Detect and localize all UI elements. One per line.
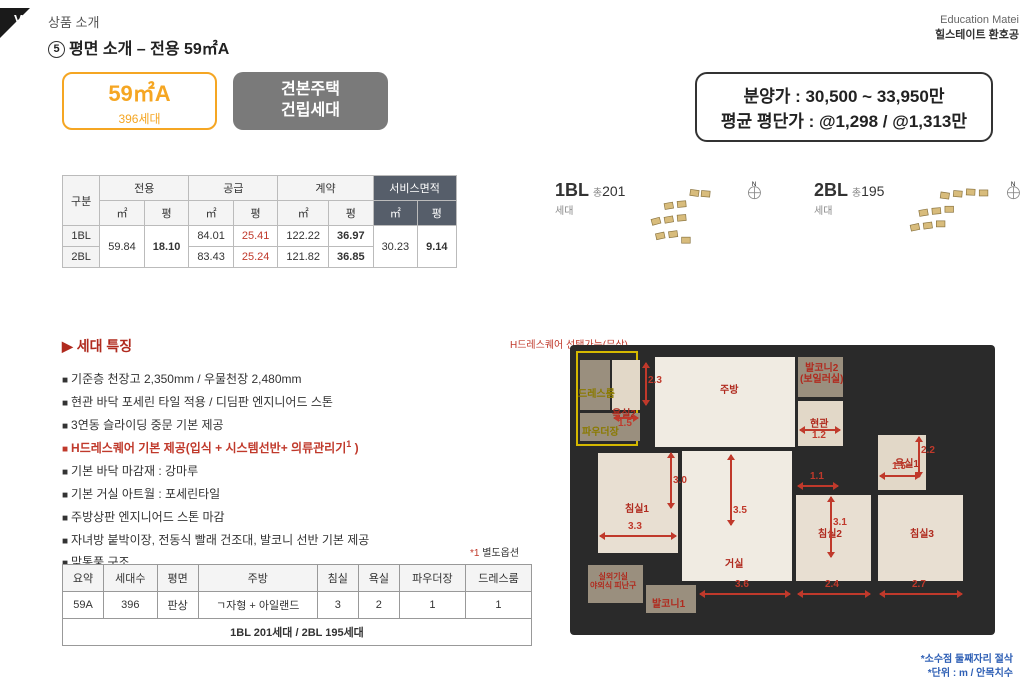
summary-merged-row: 1BL 201세대 / 2BL 195세대 [63,619,532,646]
section-number-icon: 5 [48,41,65,58]
svg-text:N: N [752,182,756,188]
footnote: *1 별도옵션 [470,544,519,559]
page-title: 5평면 소개 – 전용 59㎡A [48,35,229,59]
sitemap-2bl-icon [902,180,996,260]
page-header: 상품 소개 5평면 소개 – 전용 59㎡A [48,12,229,59]
room-kitchen [655,357,795,447]
feature-item: 주방상판 엔지니어드 스톤 마감 [62,506,369,529]
feature-item-highlight: H드레스퀘어 기본 제공(입식 + 시스템선반+ 의류관리기1 ) [62,436,369,460]
site-block-2bl: 2BL 총195 세대 N [814,180,1023,260]
site-map-row: 1BL 총201 세대 N 2BL 총195 세대 N [555,180,1023,260]
section-chevron-icon: V [0,8,30,38]
table-row: 1BL 59.84 18.10 84.01 25.41 122.22 36.97… [63,226,457,247]
features-list: 기준층 천장고 2,350mm / 우물천장 2,480mm 현관 바닥 포세린… [62,368,369,574]
floor-plan: 드레스룸 욕실2 파우더장 주방 발코니2 (보일러실) 현관 욕실1 침실1 … [570,345,995,635]
sitemap-1bl-icon [643,180,737,260]
room-bath2 [612,360,640,410]
feature-item: 자녀방 붙박이장, 전동식 빨래 건조대, 발코니 선반 기본 제공 [62,529,369,552]
site-block-1bl: 1BL 총201 세대 N [555,180,764,260]
doc-brand: Education Matei 힐스테이트 환호공 [935,14,1019,42]
compass-icon: N [1004,180,1023,202]
feature-item: 기준층 천장고 2,350mm / 우물천장 2,480mm [62,368,369,391]
features-heading: ▶세대 특징 [62,336,132,356]
svg-text:V: V [14,12,23,27]
footnote-units: *소수점 둘째자리 절삭 *단위 : m / 안목치수 [921,653,1013,681]
feature-item: 기본 거실 아트월 : 포세린타일 [62,483,369,506]
model-house-badge: 견본주택 건립세대 [233,72,388,130]
feature-item: 3연동 슬라이딩 중문 기본 제공 [62,414,369,437]
breadcrumb: 상품 소개 [48,12,229,31]
badge-row: 59㎡A 396세대 견본주택 건립세대 [62,72,388,130]
svg-text:N: N [1011,182,1015,188]
compass-icon: N [745,180,764,202]
feature-item: 현관 바닥 포세린 타일 적용 / 디딤판 엔지니어드 스톤 [62,391,369,414]
area-table: 구분 전용 공급 계약 서비스면적 ㎡평 ㎡평 ㎡평 ㎡평 1BL 59.84 … [62,175,457,268]
summary-table: 요약 세대수 평면 주방 침실 욕실 파우더장 드레스룸 59A 396 판상 … [62,564,532,646]
unit-type-badge: 59㎡A 396세대 [62,72,217,130]
feature-item: 기본 바닥 마감재 : 강마루 [62,460,369,483]
table-row: 59A 396 판상 ㄱ자형 + 아일랜드 3 2 1 1 [63,592,532,619]
price-box: 분양가 : 30,500 ~ 33,950만 평균 평단가 : @1,298 /… [695,72,993,142]
